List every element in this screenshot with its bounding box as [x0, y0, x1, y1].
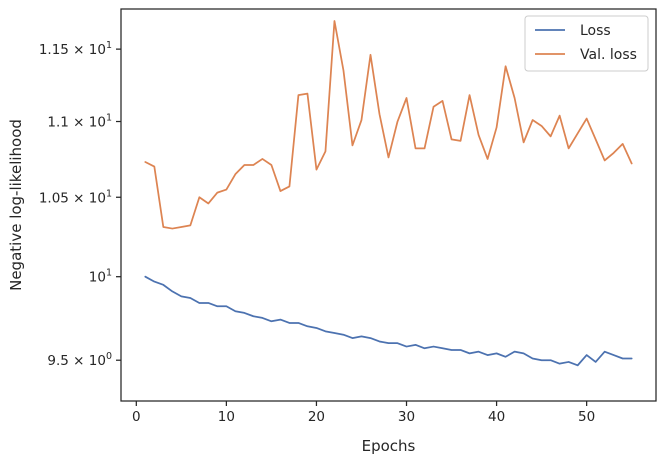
x-tick-label: 50 [578, 409, 595, 425]
x-axis: 0 10 20 30 40 50 [132, 401, 595, 425]
x-tick-label: 0 [132, 409, 141, 425]
x-tick-label: 40 [488, 409, 505, 425]
x-axis-label: Epochs [362, 437, 416, 455]
legend-label-val-loss: Val. loss [580, 47, 637, 63]
y-tick-label: 9.5 × 100 [47, 351, 112, 369]
y-axis-label: Negative log-likelihood [7, 119, 25, 291]
y-tick-label: 1.1 × 101 [47, 113, 112, 131]
y-tick-label: 101 [89, 268, 112, 286]
x-tick-label: 30 [398, 409, 415, 425]
y-axis: 9.5 × 100 101 1.05 × 101 1.1 × 101 1.15 × 10… [39, 40, 121, 369]
y-tick-label: 1.05 × 101 [39, 188, 112, 206]
plot-background [121, 9, 656, 401]
legend: Loss Val. loss [524, 15, 649, 72]
x-tick-label: 10 [218, 409, 235, 425]
series-line-loss [144, 275, 633, 367]
series-layer [144, 20, 633, 367]
legend-label-loss: Loss [580, 23, 611, 39]
y-tick-label: 1.15 × 101 [39, 40, 112, 58]
plot-frame [120, 8, 657, 402]
x-tick-label: 20 [308, 409, 325, 425]
series-line-val-loss [144, 20, 633, 230]
